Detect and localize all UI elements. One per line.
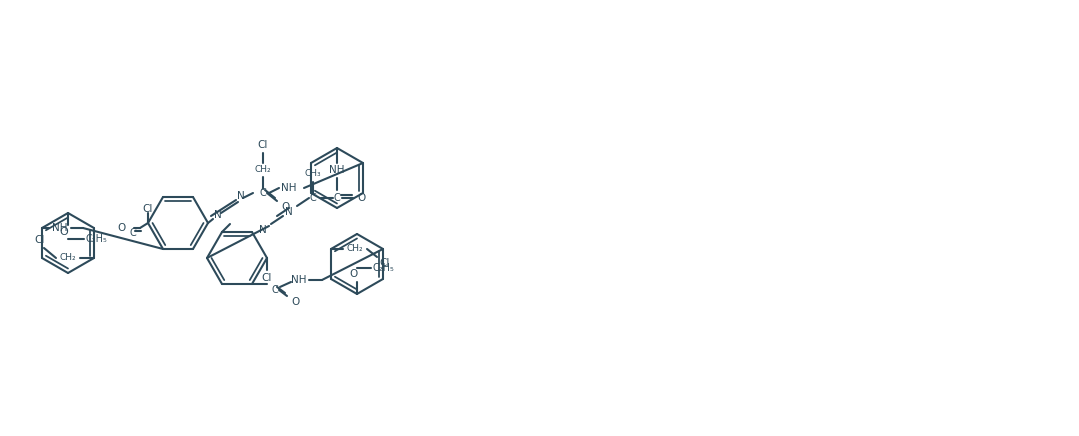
Text: CH₂: CH₂	[346, 245, 364, 253]
Text: N: N	[214, 210, 222, 220]
Text: O: O	[59, 227, 68, 237]
Text: O: O	[357, 193, 365, 203]
Text: C: C	[260, 188, 267, 198]
Text: O: O	[118, 223, 126, 233]
Text: Cl: Cl	[262, 273, 272, 283]
Text: Cl: Cl	[380, 258, 391, 268]
Text: N: N	[237, 191, 245, 201]
Text: N: N	[285, 207, 292, 217]
Text: NH: NH	[52, 223, 68, 233]
Text: C: C	[272, 285, 278, 295]
Text: NH: NH	[291, 275, 306, 285]
Text: NH: NH	[282, 183, 297, 193]
Text: CH₃: CH₃	[304, 170, 322, 178]
Text: O: O	[349, 269, 357, 279]
Text: CH₂: CH₂	[59, 253, 77, 262]
Text: C: C	[129, 228, 136, 238]
Text: Cl: Cl	[35, 235, 45, 245]
Text: NH: NH	[329, 165, 345, 175]
Text: N: N	[259, 225, 267, 235]
Text: C₂H₅: C₂H₅	[372, 263, 394, 273]
Text: C₂H₅: C₂H₅	[85, 234, 107, 244]
Text: O: O	[281, 202, 289, 212]
Text: Cl: Cl	[258, 140, 269, 150]
Text: O: O	[291, 297, 299, 307]
Text: Cl: Cl	[142, 204, 153, 214]
Text: CH₂: CH₂	[255, 164, 271, 174]
Text: C: C	[333, 193, 340, 203]
Text: C: C	[310, 193, 316, 203]
